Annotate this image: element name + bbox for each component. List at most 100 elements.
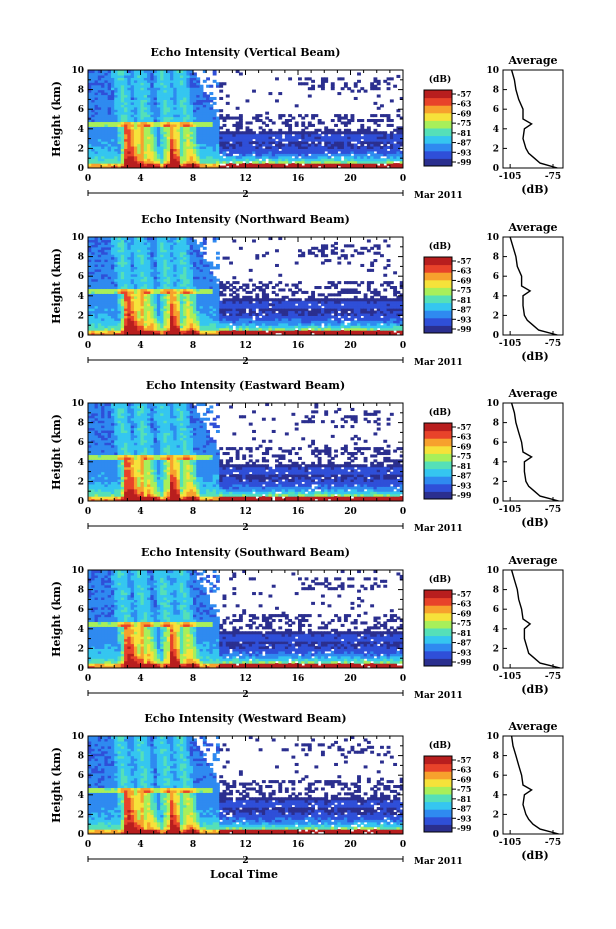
heatmap-cell [196,317,201,321]
heatmap-cell [340,325,345,329]
heatmap-cell [124,327,128,331]
heatmap-cell [107,273,112,277]
heatmap-cell [215,327,220,331]
heatmap-cell [137,278,142,282]
heatmap-cell [347,138,352,142]
heatmap-cell [314,327,319,331]
heatmap-cell [353,281,358,285]
heatmap-cell [324,158,329,162]
heatmap-cell [166,305,171,309]
heatmap-cell [127,281,132,285]
heatmap-cell [337,138,342,142]
heatmap-cell [399,150,403,154]
heatmap-cell [166,131,171,135]
heatmap-cell [202,111,207,115]
heatmap-cell [173,104,178,108]
heatmap-cell [238,165,243,168]
heatmap-cell [166,87,171,91]
heatmap-cell [147,308,151,312]
heatmap-cell [153,96,158,100]
heatmap-cell [235,128,240,132]
heatmap-cell [373,163,378,167]
heatmap-cell [291,308,296,312]
heatmap-cell [347,330,352,334]
heatmap-cell [114,101,119,105]
heatmap-cell [363,128,368,132]
heatmap-cell [245,155,250,159]
heatmap-cell [268,322,273,326]
heatmap-cell [238,155,243,159]
heatmap-cell [114,244,119,248]
heatmap-cell [88,106,92,110]
heatmap-cell [206,136,211,140]
heatmap-cell [209,330,214,334]
heatmap-cell [311,114,316,118]
heatmap-cell [225,128,230,132]
heatmap-cell [97,116,102,120]
heatmap-cell [219,96,224,100]
heatmap-cell [107,288,112,292]
heatmap-cell [206,325,211,329]
heatmap-cell [357,298,361,302]
heatmap-cell [196,281,201,285]
heatmap-cell [114,143,119,147]
heatmap-cell [160,305,165,309]
heatmap-cell [183,109,188,113]
heatmap-cell [133,143,138,147]
heatmap-cell [137,101,142,105]
heatmap-cell [294,160,299,164]
heatmap-cell [91,148,96,152]
heatmap-cell [110,131,115,135]
heatmap-cell [298,153,302,157]
heatmap-cell [94,84,99,88]
heatmap-cell [248,332,253,335]
heatmap-cell [353,160,358,164]
heatmap-cell [265,310,270,314]
heatmap-cell [189,315,194,319]
heatmap-cell [130,237,135,241]
heatmap-cell [130,273,135,277]
heatmap-cell [156,96,161,100]
heatmap-cell [301,133,306,137]
heatmap-cell [288,300,293,304]
heatmap-cell [91,298,96,302]
heatmap-cell [229,320,233,324]
heatmap-cell [173,131,178,135]
heatmap-cell [140,126,145,130]
heatmap-cell [284,327,289,331]
heatmap-cell [219,84,224,88]
heatmap-cell [196,322,201,326]
heatmap-cell [137,300,142,304]
heatmap-cell [343,303,348,307]
heatmap-cell [199,92,204,96]
heatmap-cell [360,251,365,255]
heatmap-cell [130,96,135,100]
heatmap-cell [107,133,112,137]
heatmap-cell [235,322,240,326]
heatmap-cell [143,246,148,250]
heatmap-cell [324,148,329,152]
heatmap-cell [150,131,155,135]
heatmap-cell [337,155,342,159]
heatmap-cell [196,82,201,86]
heatmap-cell [117,153,122,157]
heatmap-cell [114,300,119,304]
heatmap-cell [337,300,342,304]
heatmap-cell [347,317,352,321]
panel-title: Echo Intensity (Vertical Beam) [150,46,340,59]
heatmap-cell [153,259,158,263]
heatmap-cell [110,158,115,162]
heatmap-cell [193,119,197,123]
heatmap-cell [222,317,227,321]
heatmap-cell [124,271,128,275]
heatmap-cell [153,305,158,309]
heatmap-cell [117,273,122,277]
heatmap-cell [176,126,181,130]
heatmap-cell [163,87,168,91]
heatmap-cell [311,138,316,142]
heatmap-cell [189,148,194,152]
heatmap-cell [150,320,155,324]
heatmap-cell [370,143,375,147]
heatmap-cell [206,145,211,149]
heatmap-cell [140,249,145,253]
